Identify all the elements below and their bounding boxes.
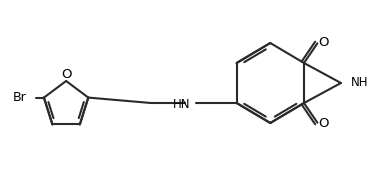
Text: NH: NH [351, 76, 368, 89]
Text: Br: Br [13, 91, 26, 104]
Text: O: O [318, 117, 329, 130]
Text: O: O [61, 67, 71, 81]
Text: HN: HN [173, 98, 191, 111]
Text: O: O [318, 36, 329, 49]
